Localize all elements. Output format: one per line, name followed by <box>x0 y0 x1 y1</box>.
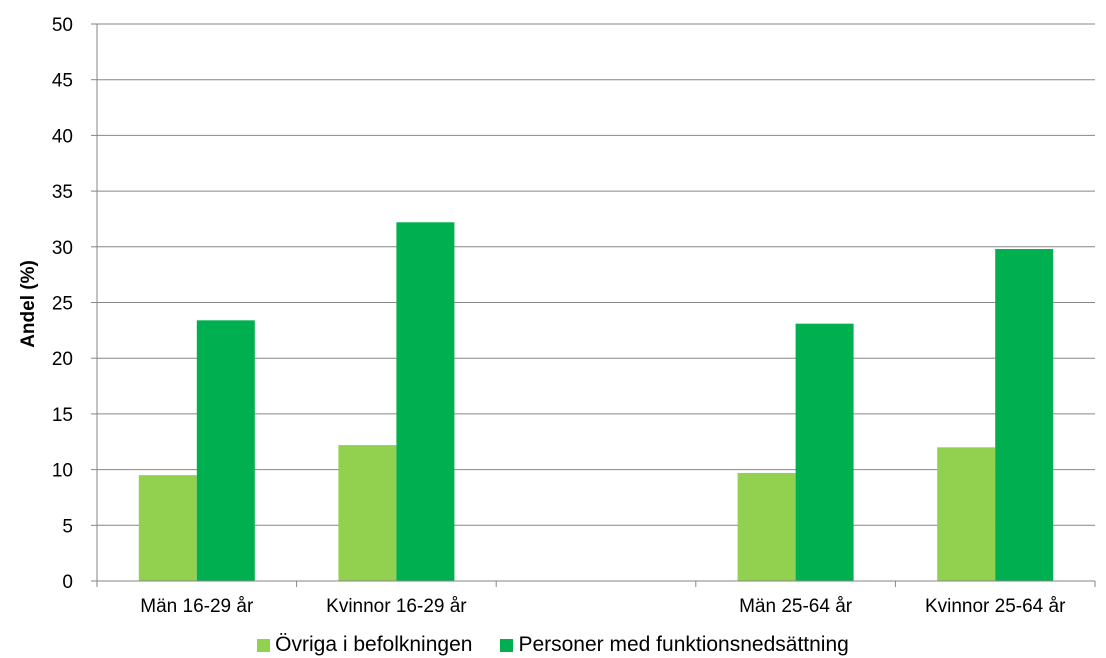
legend-label-funktionsnedsattning: Personer med funktionsnedsättning <box>518 633 849 656</box>
bar <box>737 472 796 581</box>
bar <box>995 249 1054 581</box>
y-tick-label: 20 <box>52 349 73 370</box>
y-tick-label: 35 <box>52 182 73 203</box>
y-tick-label: 15 <box>52 405 73 426</box>
x-axis-ticks: Män 16-29 år Kvinnor 16-29 år Män 25-64 år… <box>96 581 1096 617</box>
legend-item-ovriga: Övriga i befolkningen <box>257 633 472 657</box>
bars <box>138 222 1054 582</box>
legend-label-ovriga: Övriga i befolkningen <box>275 633 473 656</box>
y-tick-label: 25 <box>52 294 73 315</box>
y-axis-title: Andel (%) <box>18 260 39 348</box>
y-axis-ticks: 0 5 10 15 20 25 30 35 40 45 50 <box>52 15 97 593</box>
bar <box>138 475 197 581</box>
legend: Övriga i befolkningen Personer med funkt… <box>0 632 1106 658</box>
x-tick-label: Kvinnor 25-64 år <box>925 596 1066 617</box>
y-tick-label: 10 <box>52 461 73 482</box>
legend-swatch-funktionsnedsattning <box>500 638 514 652</box>
y-tick-label: 5 <box>62 516 73 537</box>
y-tick-label: 30 <box>52 238 73 259</box>
y-tick-label: 45 <box>52 71 73 92</box>
legend-item-funktionsnedsattning: Personer med funktionsnedsättning <box>500 633 849 657</box>
bar <box>396 222 455 582</box>
x-tick-label: Män 16-29 år <box>140 596 254 617</box>
y-tick-label: 50 <box>52 15 73 36</box>
bar <box>937 447 996 581</box>
x-tick-label: Män 25-64 år <box>739 596 853 617</box>
gridlines <box>97 23 1095 526</box>
bar <box>196 320 255 581</box>
legend-swatch-ovriga <box>257 638 271 652</box>
bar <box>338 445 397 581</box>
bar-chart: 0 5 10 15 20 25 30 35 40 45 50 Män 16-29 år Kvinnor… <box>18 15 1096 617</box>
y-tick-label: 0 <box>62 572 73 593</box>
bar <box>795 323 854 581</box>
x-tick-label: Kvinnor 16-29 år <box>326 596 467 617</box>
y-tick-label: 40 <box>52 126 73 147</box>
